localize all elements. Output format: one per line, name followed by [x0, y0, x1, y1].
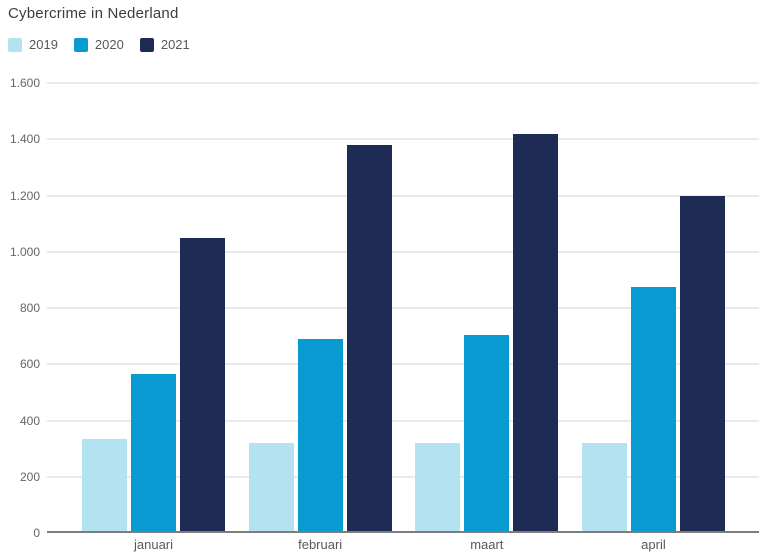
bar-group-februari [248, 83, 392, 533]
bar-2020-maart[interactable] [464, 334, 510, 533]
legend-item-2021[interactable]: 2021 [139, 37, 190, 52]
y-axis-tick-label: 0 [33, 526, 40, 540]
bar-2021-april[interactable] [679, 195, 725, 533]
y-axis-tick-label: 800 [19, 301, 40, 315]
y-axis-tick-label: 1.400 [9, 132, 40, 147]
x-axis-baseline [47, 531, 759, 533]
bar-2021-januari[interactable] [180, 237, 225, 533]
legend-swatch-icon [139, 37, 154, 52]
legend-item-label: 2021 [160, 37, 190, 52]
y-axis-tick-label: 1.200 [9, 188, 40, 203]
legend-swatch-icon [8, 37, 22, 52]
bar-group-maart [415, 83, 559, 533]
y-axis-tick-label: 400 [19, 413, 40, 428]
gridline [47, 138, 759, 141]
x-axis: januari februari maart april [82, 537, 725, 552]
bars-row [82, 83, 725, 533]
x-axis-label-januari: januari [133, 537, 174, 552]
x-axis-label-april: april [641, 537, 666, 552]
bar-group-april [581, 83, 725, 533]
chart-title: Cybercrime in Nederland [8, 5, 179, 22]
bar-2019-februari[interactable] [248, 443, 294, 533]
plot-area [47, 82, 759, 533]
bar-2020-april[interactable] [630, 286, 676, 533]
bar-2019-maart[interactable] [415, 443, 461, 533]
bar-2021-februari[interactable] [346, 144, 392, 533]
legend-item-label: 2020 [94, 37, 124, 52]
bar-group-januari [82, 83, 225, 533]
y-axis-tick-label: 600 [19, 357, 40, 372]
x-axis-label-maart: maart [470, 537, 504, 552]
gridline [47, 419, 759, 422]
bar-2019-januari[interactable] [82, 438, 127, 533]
x-axis-label-februari: februari [298, 537, 343, 552]
gridline [47, 194, 759, 197]
legend-item-2020[interactable]: 2020 [73, 37, 124, 52]
legend-swatch-icon [73, 37, 88, 52]
gridline [47, 307, 759, 309]
y-axis-tick-label: 1.000 [9, 244, 40, 259]
gridline [47, 250, 759, 253]
legend-item-label: 2019 [29, 37, 58, 52]
bar-2019-april[interactable] [581, 443, 627, 533]
gridline [47, 363, 759, 366]
y-axis-tick-label: 1.600 [9, 76, 40, 90]
legend-item-2019[interactable]: 2019 [8, 37, 58, 52]
bar-2020-februari[interactable] [297, 338, 343, 533]
bar-2020-januari[interactable] [131, 374, 176, 533]
bar-2021-maart[interactable] [513, 133, 559, 533]
y-axis-tick-label: 200 [19, 469, 40, 484]
gridline [47, 475, 759, 478]
legend: 2019 2020 2021 [8, 37, 190, 52]
gridline [47, 82, 759, 84]
y-axis: 0 200 400 600 800 1.000 1.200 1.400 1.600 [0, 76, 40, 540]
